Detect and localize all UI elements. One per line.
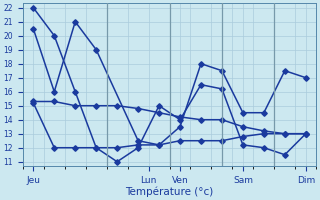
X-axis label: Température (°c): Température (°c): [125, 186, 214, 197]
